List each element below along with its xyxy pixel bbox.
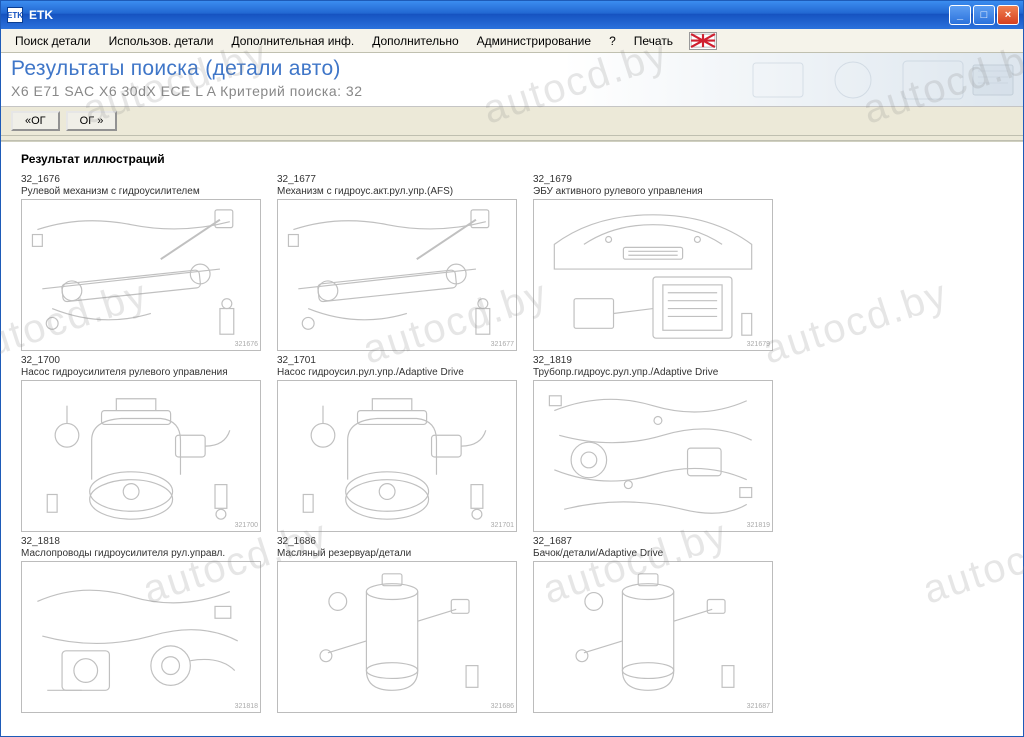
tile-code: 32_1700 bbox=[21, 355, 277, 366]
window-controls: _ □ × bbox=[949, 5, 1019, 25]
menubar: Поиск детали Использов. детали Дополните… bbox=[1, 29, 1023, 53]
menu-admin[interactable]: Администрирование bbox=[469, 31, 599, 51]
tile-code: 32_1679 bbox=[533, 174, 789, 185]
tile-description: Масляный резервуар/детали bbox=[277, 548, 533, 559]
close-button[interactable]: × bbox=[997, 5, 1019, 25]
toolbar-flag-icon[interactable] bbox=[689, 32, 717, 50]
tile-thumbnail[interactable]: 321818 bbox=[21, 561, 261, 713]
menu-additional[interactable]: Дополнительно bbox=[364, 31, 466, 51]
tile-thumbnail[interactable]: 321677 bbox=[277, 199, 517, 351]
header-decor-icon bbox=[743, 53, 1023, 107]
tile-code: 32_1818 bbox=[21, 536, 277, 547]
titlebar: ETK ETK _ □ × bbox=[1, 1, 1023, 29]
illustration-tile: 32_1686Масляный резервуар/детали 321686 bbox=[277, 536, 533, 713]
tile-code: 32_1677 bbox=[277, 174, 533, 185]
maximize-button[interactable]: □ bbox=[973, 5, 995, 25]
tile-description: Маслопроводы гидроусилителя рул.управл. bbox=[21, 548, 277, 559]
minimize-button[interactable]: _ bbox=[949, 5, 971, 25]
tile-thumbnail[interactable]: 321679 bbox=[533, 199, 773, 351]
app-window: ETK ETK _ □ × Поиск детали Использов. де… bbox=[0, 0, 1024, 737]
tile-code: 32_1701 bbox=[277, 355, 533, 366]
illustration-tile: 32_1701Насос гидроусил.рул.упр./Adaptive… bbox=[277, 355, 533, 532]
illustration-tile: 32_1700Насос гидроусилителя рулевого упр… bbox=[21, 355, 277, 532]
illustration-grid: 32_1676Рулевой механизм с гидроусилителе… bbox=[21, 174, 1013, 717]
tile-description: Рулевой механизм с гидроусилителем bbox=[21, 186, 277, 197]
illustration-tile: 32_1677Механизм с гидроус.акт.рул.упр.(A… bbox=[277, 174, 533, 351]
tile-description: ЭБУ активного рулевого управления bbox=[533, 186, 789, 197]
content-area: Результат иллюстраций 32_1676Рулевой мех… bbox=[1, 141, 1023, 736]
tile-thumbnail[interactable]: 321700 bbox=[21, 380, 261, 532]
tile-thumbnail[interactable]: 321686 bbox=[277, 561, 517, 713]
menu-additional-info[interactable]: Дополнительная инф. bbox=[224, 31, 363, 51]
tile-code: 32_1686 bbox=[277, 536, 533, 547]
tile-description: Бачок/детали/Adaptive Drive bbox=[533, 548, 789, 559]
menu-print[interactable]: Печать bbox=[626, 31, 681, 51]
tile-thumbnail[interactable]: 321701 bbox=[277, 380, 517, 532]
header-banner: Результаты поиска (детали авто) X6 E71 S… bbox=[1, 53, 1023, 107]
section-title: Результат иллюстраций bbox=[21, 152, 1013, 166]
app-icon: ETK bbox=[7, 7, 23, 23]
illustration-tile: 32_1818Маслопроводы гидроусилителя рул.у… bbox=[21, 536, 277, 713]
flag-icon bbox=[690, 33, 716, 48]
nav-forward-button[interactable]: ОГ » bbox=[66, 111, 118, 131]
nav-back-button[interactable]: «ОГ bbox=[11, 111, 60, 131]
illustration-tile: 32_1679ЭБУ активного рулевого управления… bbox=[533, 174, 789, 351]
menu-search-part[interactable]: Поиск детали bbox=[7, 31, 99, 51]
tile-description: Механизм с гидроус.акт.рул.упр.(AFS) bbox=[277, 186, 533, 197]
menu-used-parts[interactable]: Использов. детали bbox=[101, 31, 222, 51]
tile-description: Насос гидроусилителя рулевого управления bbox=[21, 367, 277, 378]
tile-code: 32_1687 bbox=[533, 536, 789, 547]
illustration-tile: 32_1676Рулевой механизм с гидроусилителе… bbox=[21, 174, 277, 351]
illustration-tile: 32_1687Бачок/детали/Adaptive Drive 321687 bbox=[533, 536, 789, 713]
tile-description: Насос гидроусил.рул.упр./Adaptive Drive bbox=[277, 367, 533, 378]
tile-code: 32_1676 bbox=[21, 174, 277, 185]
menu-help[interactable]: ? bbox=[601, 31, 624, 51]
window-title: ETK bbox=[29, 8, 949, 22]
illustration-tile: 32_1819Трубопр.гидроус.рул.упр./Adaptive… bbox=[533, 355, 789, 532]
tile-thumbnail[interactable]: 321687 bbox=[533, 561, 773, 713]
tile-description: Трубопр.гидроус.рул.упр./Adaptive Drive bbox=[533, 367, 789, 378]
tile-code: 32_1819 bbox=[533, 355, 789, 366]
tile-thumbnail[interactable]: 321819 bbox=[533, 380, 773, 532]
tile-thumbnail[interactable]: 321676 bbox=[21, 199, 261, 351]
nav-bar: «ОГ ОГ » bbox=[1, 107, 1023, 135]
